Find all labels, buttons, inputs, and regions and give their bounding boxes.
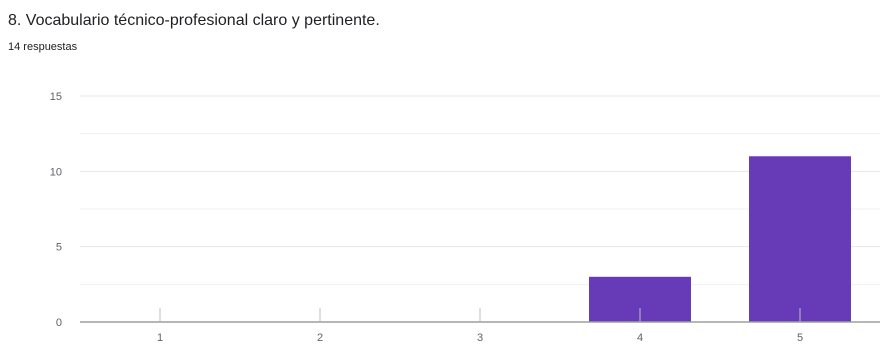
x-tick-label: 4 <box>637 332 643 344</box>
x-tick-label: 1 <box>157 332 163 344</box>
question-title: 8. Vocabulario técnico-profesional claro… <box>8 12 380 29</box>
x-tick-label: 2 <box>317 332 323 344</box>
x-tick-label: 3 <box>477 332 483 344</box>
bar <box>749 156 851 322</box>
x-tick-label: 5 <box>797 332 803 344</box>
y-tick-label: 15 <box>50 91 62 103</box>
response-count: 14 respuestas <box>8 41 78 53</box>
y-tick-label: 5 <box>56 242 62 254</box>
y-tick-label: 0 <box>56 317 62 329</box>
y-tick-label: 10 <box>50 166 62 178</box>
